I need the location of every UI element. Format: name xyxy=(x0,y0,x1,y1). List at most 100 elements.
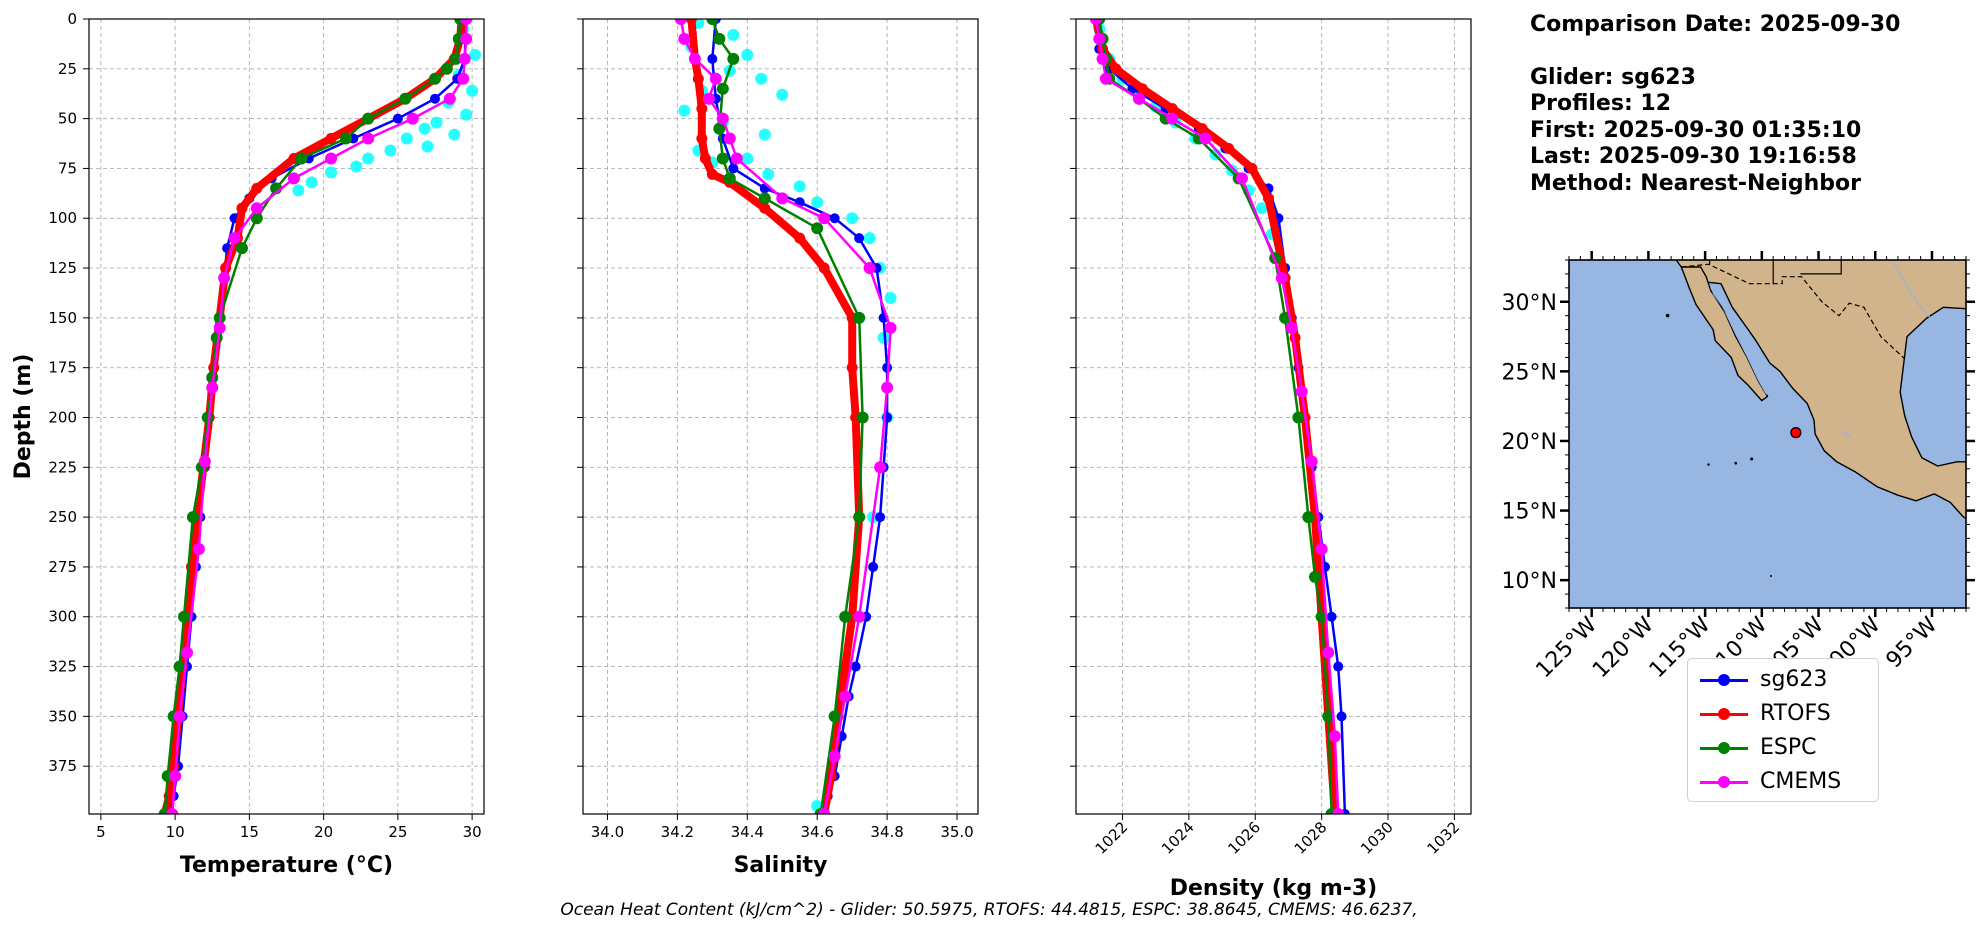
legend-item-cmems: CMEMS xyxy=(1688,765,1878,799)
series-point-rtofs xyxy=(794,232,806,244)
map-body xyxy=(1569,260,1966,608)
axes-frame xyxy=(88,18,485,815)
island xyxy=(1734,461,1738,465)
series-point-cmems xyxy=(250,202,263,215)
series-point-rtofs xyxy=(759,202,771,214)
series-point-espc xyxy=(362,112,375,125)
series-point-cmems xyxy=(228,232,241,245)
glider-profile-point xyxy=(430,116,443,129)
comparison-date: Comparison Date: 2025-09-30 xyxy=(1530,12,1901,37)
series-point-cmems xyxy=(818,808,831,814)
map-lat-label: 20°N xyxy=(1502,430,1557,455)
glider-profile-point xyxy=(755,72,768,85)
gridlines xyxy=(1076,18,1471,814)
series-point-sg623 xyxy=(728,163,739,174)
series-point-cmems xyxy=(287,172,300,185)
x-tick-label: 34.6 xyxy=(801,823,834,841)
series-point-espc xyxy=(723,172,736,185)
glider-profile-point xyxy=(811,196,824,209)
series-point-espc xyxy=(856,411,869,424)
series-point-rtofs xyxy=(325,133,337,145)
baja-california xyxy=(1680,266,1769,402)
legend-label: sg623 xyxy=(1760,667,1828,692)
x-tick-label: 1024 xyxy=(1158,818,1198,858)
glider-profile-point xyxy=(362,152,375,165)
series-point-cmems xyxy=(458,52,471,65)
island xyxy=(1665,313,1670,318)
series-point-rtofs xyxy=(685,19,697,25)
x-tick-label: 1030 xyxy=(1357,818,1397,858)
map-lat-label: 15°N xyxy=(1502,500,1557,525)
mexico-land xyxy=(1675,260,1966,520)
x-axis-label: Temperature (°C) xyxy=(180,853,393,878)
series-point-cmems xyxy=(839,690,852,703)
x-axis: 5 10 15 20 25 30 xyxy=(96,814,482,841)
profile-count: Profiles: 12 xyxy=(1530,91,1672,116)
glider-location-marker xyxy=(1790,427,1802,439)
series-point-sg623 xyxy=(707,53,718,64)
series-point-espc xyxy=(235,242,248,255)
series-point-espc xyxy=(839,610,852,623)
series-point-cmems xyxy=(678,32,691,45)
series-point-cmems xyxy=(1235,172,1248,185)
series-point-cmems xyxy=(457,72,470,85)
x-tick-label: 15 xyxy=(240,823,259,841)
series-point-espc xyxy=(339,132,352,145)
series-point-cmems xyxy=(198,455,211,468)
series-line-rtofs xyxy=(687,19,864,814)
y-tick-label: 250 xyxy=(48,508,77,526)
series-point-cmems xyxy=(874,461,887,474)
x-axis-label: Density (kg m-3) xyxy=(1170,876,1378,901)
legend-item-espc: ESPC xyxy=(1688,731,1878,765)
series-point-cmems xyxy=(776,192,789,205)
map-lat-label: 25°N xyxy=(1502,360,1557,385)
x-axis-label: Salinity xyxy=(734,853,828,878)
map-ticks xyxy=(1560,251,1975,617)
series-rtofs xyxy=(685,19,865,814)
x-tick-label: 25 xyxy=(388,823,407,841)
series-point-cmems xyxy=(881,381,894,394)
y-tick-label: 325 xyxy=(48,658,77,676)
series-point-cmems xyxy=(1275,272,1288,285)
series-point-cmems xyxy=(1099,72,1112,85)
series-point-espc xyxy=(186,511,199,524)
series-point-cmems xyxy=(674,19,687,25)
x-tick-label: 1028 xyxy=(1291,818,1331,858)
legend-label: ESPC xyxy=(1760,735,1817,760)
legend-item-rtofs: RTOFS xyxy=(1688,697,1878,731)
y-tick-label: 100 xyxy=(48,209,77,227)
series-point-espc xyxy=(449,52,462,65)
x-tick-label: 1022 xyxy=(1092,818,1132,858)
y-tick-label: 150 xyxy=(48,309,77,327)
series-point-espc xyxy=(250,212,263,225)
x-tick-label: 35.0 xyxy=(940,823,973,841)
series-point-cmems xyxy=(1322,646,1335,659)
series-point-sg623 xyxy=(1333,661,1344,672)
series-point-sg623 xyxy=(1326,611,1337,622)
series-point-cmems xyxy=(828,750,841,763)
series-point-cmems xyxy=(1166,112,1179,125)
series-point-cmems xyxy=(716,112,729,125)
glider-profile-point xyxy=(418,122,431,135)
series-point-cmems xyxy=(1332,808,1345,814)
map-lon-label: 95°W xyxy=(1882,612,1943,673)
x-tick-label: 34.2 xyxy=(661,823,694,841)
x-tick-label: 30 xyxy=(463,823,482,841)
map-lat-label: 10°N xyxy=(1502,569,1557,594)
series-point-cmems xyxy=(818,212,831,225)
series-point-cmems xyxy=(406,112,419,125)
plot-area xyxy=(158,19,482,814)
series-point-espc xyxy=(758,192,771,205)
series-point-cmems xyxy=(1295,385,1308,398)
map-lon-label: 125°W xyxy=(1531,612,1602,683)
series-point-cmems xyxy=(853,610,866,623)
series-point-espc xyxy=(178,610,191,623)
series-cmems xyxy=(1089,19,1345,814)
series-point-cmems xyxy=(181,646,194,659)
legend-marker xyxy=(1718,776,1730,788)
glider-profile-point xyxy=(727,28,740,41)
series-point-cmems xyxy=(362,132,375,145)
x-tick-label: 5 xyxy=(96,823,106,841)
series-point-espc xyxy=(428,72,441,85)
